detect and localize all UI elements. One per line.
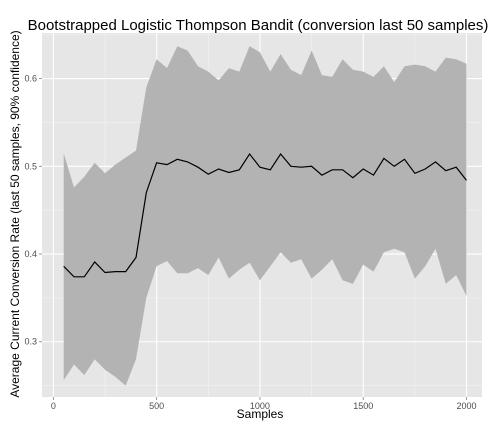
data-point bbox=[208, 174, 209, 175]
data-point bbox=[166, 164, 167, 165]
data-point bbox=[135, 257, 136, 258]
data-point bbox=[373, 174, 374, 175]
mean-line bbox=[63, 152, 467, 278]
data-point bbox=[394, 166, 395, 167]
data-point bbox=[73, 276, 74, 277]
chart-title: Bootstrapped Logistic Thompson Bandit (c… bbox=[28, 17, 489, 34]
data-point bbox=[414, 173, 415, 174]
data-point bbox=[125, 271, 126, 272]
data-point bbox=[404, 159, 405, 160]
data-point bbox=[270, 169, 271, 170]
data-point bbox=[342, 169, 343, 170]
data-point bbox=[321, 174, 322, 175]
data-point bbox=[466, 180, 467, 181]
data-point bbox=[249, 153, 250, 154]
data-point bbox=[187, 161, 188, 162]
data-point bbox=[445, 170, 446, 171]
data-point bbox=[239, 169, 240, 170]
data-point bbox=[332, 169, 333, 170]
y-tick-label: 0.4 bbox=[24, 249, 37, 259]
data-point bbox=[363, 168, 364, 169]
data-point bbox=[218, 168, 219, 169]
data-point bbox=[280, 153, 281, 154]
data-point bbox=[94, 261, 95, 262]
data-point bbox=[311, 166, 312, 167]
y-axis-ticks: 0.3 0.4 0.5 0.6 bbox=[24, 74, 42, 347]
data-point bbox=[104, 272, 105, 273]
data-point bbox=[425, 168, 426, 169]
x-tick-label: 1000 bbox=[250, 401, 270, 411]
data-point bbox=[435, 161, 436, 162]
x-axis-ticks: 0 500 1000 1500 2000 bbox=[51, 397, 477, 411]
data-point bbox=[197, 167, 198, 168]
data-point bbox=[63, 266, 64, 267]
data-point bbox=[259, 167, 260, 168]
data-point bbox=[456, 167, 457, 168]
data-point bbox=[177, 159, 178, 160]
data-point bbox=[146, 192, 147, 193]
x-tick-label: 2000 bbox=[456, 401, 476, 411]
confidence-band bbox=[63, 46, 467, 386]
y-axis-label: Average Current Conversion Rate (last 50… bbox=[8, 30, 22, 397]
y-tick-label: 0.5 bbox=[24, 161, 37, 171]
x-tick-label: 1500 bbox=[353, 401, 373, 411]
data-point bbox=[383, 158, 384, 159]
data-point bbox=[290, 166, 291, 167]
y-tick-label: 0.3 bbox=[24, 337, 37, 347]
x-tick-label: 0 bbox=[51, 401, 56, 411]
data-point bbox=[84, 276, 85, 277]
data-point bbox=[301, 167, 302, 168]
data-point bbox=[228, 172, 229, 173]
x-axis-label: Samples bbox=[237, 407, 284, 421]
data-point bbox=[352, 177, 353, 178]
data-point bbox=[115, 271, 116, 272]
x-tick-label: 500 bbox=[149, 401, 164, 411]
data-point bbox=[156, 162, 157, 163]
y-tick-label: 0.6 bbox=[24, 74, 37, 84]
